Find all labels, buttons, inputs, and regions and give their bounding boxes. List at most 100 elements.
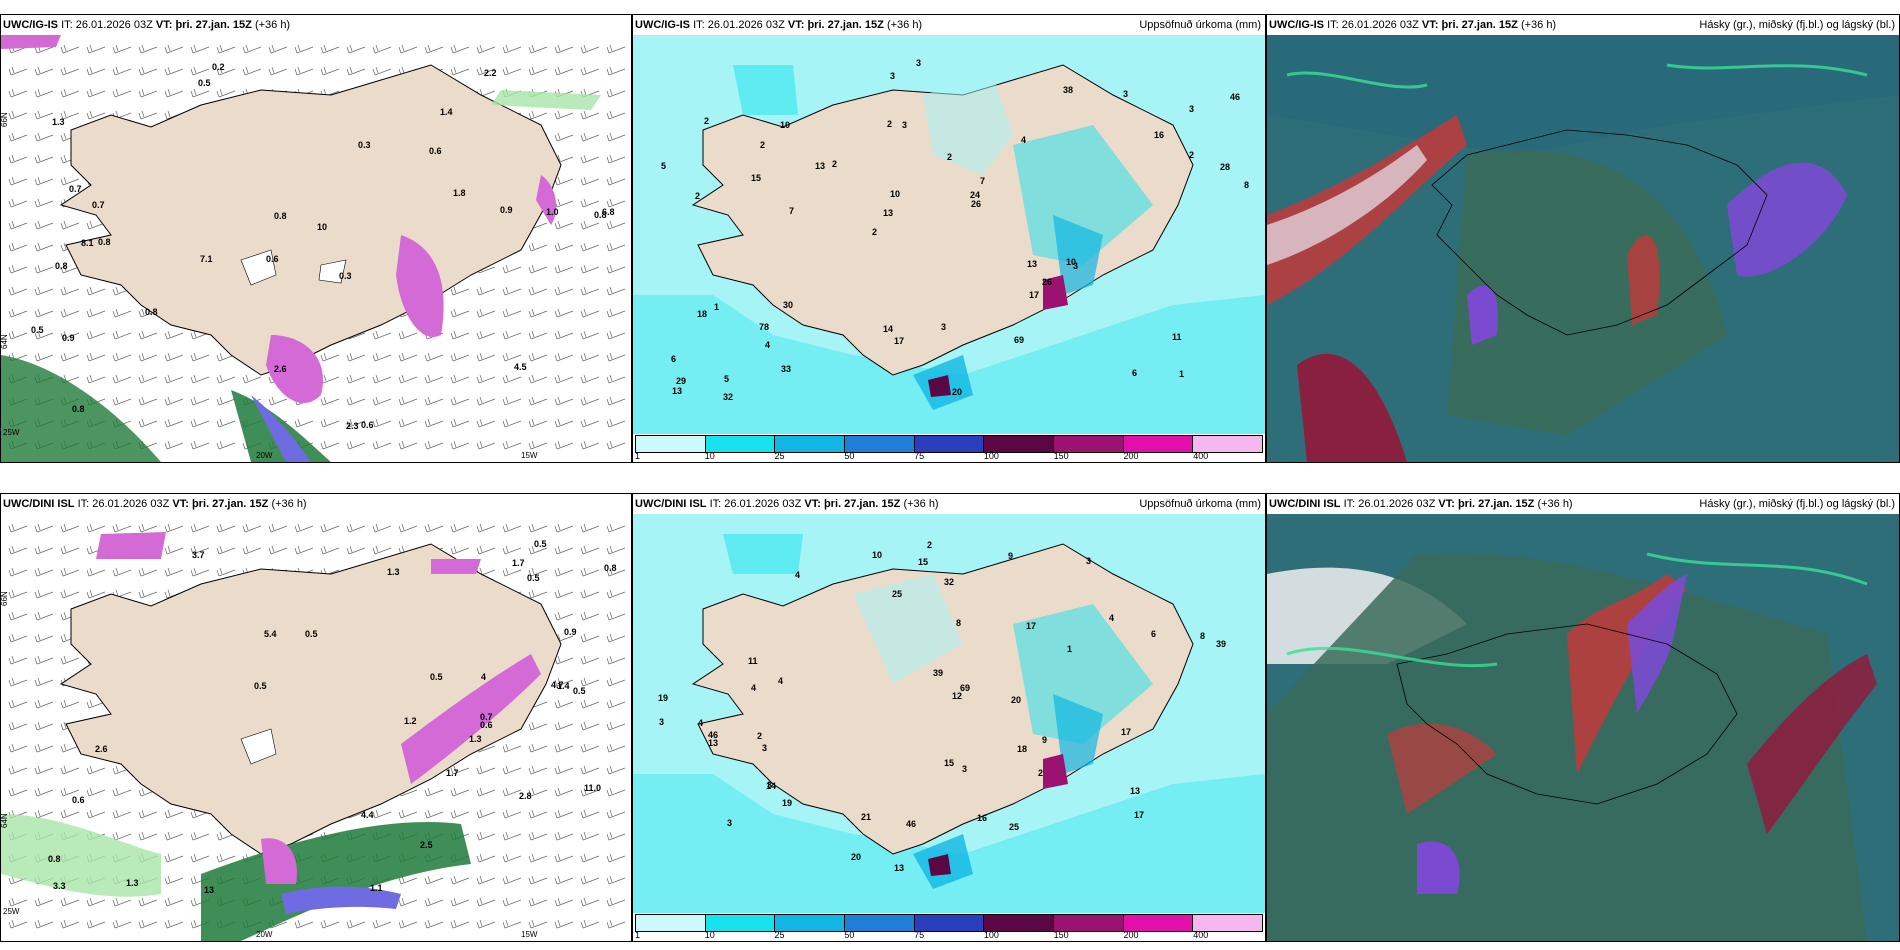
wind-barb xyxy=(294,919,314,929)
colorbar-tick-label: 400 xyxy=(1193,451,1209,461)
wind-barb xyxy=(372,545,392,555)
wind-barb xyxy=(34,699,54,709)
wind-barb xyxy=(112,396,132,406)
map-value-label: 13 xyxy=(1027,259,1037,269)
map-value-label: 4 xyxy=(481,672,486,682)
wind-barb xyxy=(580,418,600,428)
wind-barb xyxy=(86,66,106,76)
wind-barb xyxy=(450,787,470,797)
colorbar-swatch xyxy=(705,436,776,452)
map-value-label: 4 xyxy=(765,340,770,350)
wind-barb xyxy=(554,611,574,621)
wind-barb xyxy=(606,655,626,665)
wind-barb xyxy=(528,721,548,731)
wind-barb xyxy=(242,545,262,555)
map-value-label: 4 xyxy=(1021,135,1026,145)
lead-time: (+36 h) xyxy=(254,19,291,31)
wind-barb xyxy=(580,853,600,863)
map-value-label: 0.9 xyxy=(62,333,75,343)
wind-barb xyxy=(606,440,626,450)
map-value-label: 0.5 xyxy=(527,573,540,583)
wind-barb xyxy=(450,308,470,318)
wind-barb xyxy=(580,330,600,340)
wind-barb xyxy=(346,352,366,362)
map-value-label: 8.1 xyxy=(81,238,94,248)
colorbar-swatch xyxy=(1193,436,1263,452)
map-value-label: 5.4 xyxy=(264,629,277,639)
wind-barb xyxy=(476,374,496,384)
map-value-label: 11 xyxy=(748,656,758,666)
wind-barb xyxy=(372,418,392,428)
wind-barb xyxy=(242,523,262,533)
model-name: UWC/IG-IS xyxy=(635,19,690,31)
map-value-label: 1.3 xyxy=(126,878,139,888)
wind-barb xyxy=(502,523,522,533)
wind-barb xyxy=(398,418,418,428)
map-value-label: 17 xyxy=(1134,810,1144,820)
wind-barb xyxy=(86,567,106,577)
map-value-label: 2 xyxy=(872,227,877,237)
map-value-label: 2.8 xyxy=(519,791,532,801)
wind-barb xyxy=(450,919,470,929)
phase-labels: 0.2 1.4 0.8 0.6 0.3 0.8 1.3 0.6 0.8 0.3 10 0.8 0.5 7.… xyxy=(31,62,615,431)
map-value-label: 20 xyxy=(952,387,962,397)
wind-barb xyxy=(606,897,626,907)
wind-barb xyxy=(424,523,444,533)
lon-25-label: 25W xyxy=(3,907,20,916)
wind-barb xyxy=(580,242,600,252)
init-time: 26.01.2026 03Z xyxy=(1358,498,1436,510)
wind-barb xyxy=(112,374,132,384)
colorbar-tick-label: 400 xyxy=(1193,930,1209,940)
map-value-label: 39 xyxy=(933,668,943,678)
map-value-label: 18 xyxy=(1017,744,1027,754)
wind-barb xyxy=(216,545,236,555)
wind-barb xyxy=(268,66,288,76)
wind-barb xyxy=(190,396,210,406)
wind-barb xyxy=(580,809,600,819)
wind-barb xyxy=(606,831,626,841)
wind-barb xyxy=(34,787,54,797)
wind-barb xyxy=(580,897,600,907)
wind-barb xyxy=(8,567,28,577)
wind-barb xyxy=(606,677,626,687)
map-value-label: 2 xyxy=(704,116,709,126)
wind-barb xyxy=(164,523,184,533)
it-label: IT: xyxy=(61,19,73,31)
wind-barb xyxy=(580,396,600,406)
wind-barb xyxy=(476,440,496,450)
wind-barb xyxy=(138,919,158,929)
map-value-label: 26 xyxy=(971,199,981,209)
wind-barb xyxy=(320,352,340,362)
wind-barb xyxy=(502,831,522,841)
colorbar-swatch xyxy=(1054,915,1124,931)
map-value-label: 2.2 xyxy=(484,68,497,78)
map-value-label: 10 xyxy=(890,189,900,199)
wind-barb xyxy=(86,374,106,384)
map-value-label: 14 xyxy=(766,781,776,791)
wind-barb xyxy=(8,154,28,164)
wind-barb xyxy=(580,44,600,54)
model-name: UWC/DINI ISL xyxy=(635,498,707,510)
colorbar-tick-label: 75 xyxy=(914,451,925,461)
wind-barb xyxy=(476,418,496,428)
it-label: IT: xyxy=(1343,498,1356,510)
wind-barb xyxy=(580,545,600,555)
map-value-label: 29 xyxy=(676,376,686,386)
map-value-label: 28 xyxy=(1220,162,1230,172)
wind-barb xyxy=(606,611,626,621)
wind-barb xyxy=(554,831,574,841)
wind-barb xyxy=(476,66,496,76)
wind-barb xyxy=(138,809,158,819)
wind-barb xyxy=(60,765,80,775)
colorbar-swatch xyxy=(984,436,1055,452)
wind-barb xyxy=(138,352,158,362)
wind-barb xyxy=(190,66,210,76)
map-value-label: 2 xyxy=(1189,150,1194,160)
map-value-label: 78 xyxy=(759,322,769,332)
cloud-map-svg xyxy=(1267,514,1899,941)
wind-barb xyxy=(450,330,470,340)
wind-barb xyxy=(398,330,418,340)
wind-barb xyxy=(8,88,28,98)
wind-barb xyxy=(606,176,626,186)
wind-barb xyxy=(216,418,236,428)
